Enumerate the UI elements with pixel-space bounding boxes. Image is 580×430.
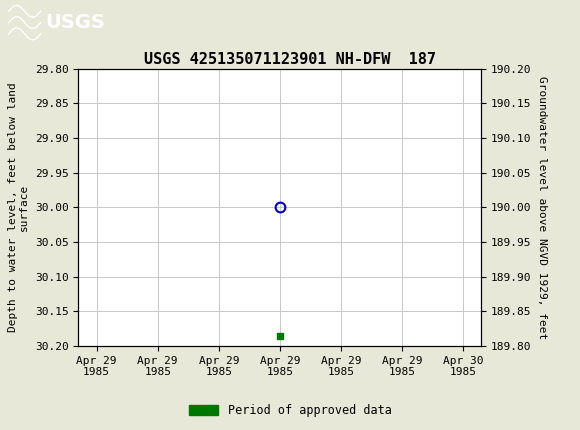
Legend: Period of approved data: Period of approved data — [184, 399, 396, 422]
Text: USGS 425135071123901 NH-DFW  187: USGS 425135071123901 NH-DFW 187 — [144, 52, 436, 67]
Y-axis label: Depth to water level, feet below land
surface: Depth to water level, feet below land su… — [8, 83, 29, 332]
Y-axis label: Groundwater level above NGVD 1929, feet: Groundwater level above NGVD 1929, feet — [537, 76, 547, 339]
Text: USGS: USGS — [45, 13, 105, 32]
